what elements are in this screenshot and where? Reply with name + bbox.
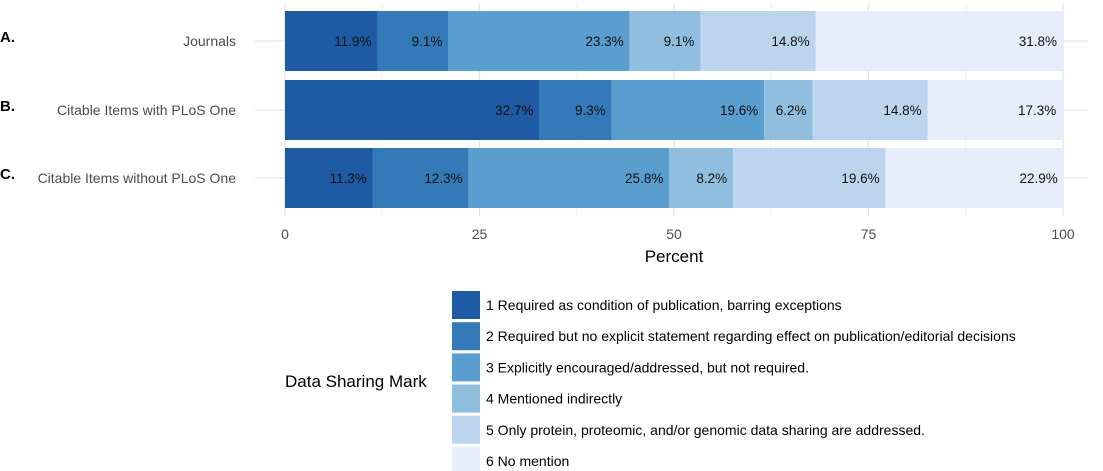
- data-label: 9.1%: [412, 34, 443, 49]
- x-tick-label: 50: [666, 226, 682, 242]
- category-labels: Journals A. Citable Items with PLoS One B. C…: [0, 29, 236, 186]
- x-tick-label: 25: [472, 226, 488, 242]
- data-label: 23.3%: [585, 34, 623, 49]
- category-label: Citable Items without PLoS One: [38, 170, 237, 186]
- legend-swatch: [452, 415, 480, 444]
- bar-segments: 11.9% 9.1% 23.3% 9.1% 14.8% 31.8% 32.7% 9.3% 19.…: [285, 11, 1064, 208]
- x-axis-title: Percent: [645, 247, 704, 266]
- legend-swatch: [452, 384, 480, 413]
- data-label: 25.8%: [625, 171, 663, 186]
- x-tick-label: 75: [861, 226, 877, 242]
- bar-segment: [815, 11, 1063, 71]
- legend-swatch: [452, 353, 480, 382]
- panel-letter: B.: [0, 98, 15, 115]
- legend-swatch: [452, 291, 480, 319]
- legend-item-label: 2 Required but no explicit statement reg…: [486, 328, 1016, 344]
- bar-segment: [285, 11, 378, 71]
- legend-item-label: 5 Only protein, proteomic, and/or genomi…: [486, 422, 925, 438]
- data-label: 11.3%: [330, 171, 367, 186]
- bar-segment: [927, 80, 1063, 140]
- x-tick-label: 0: [281, 226, 289, 242]
- data-label: 6.2%: [776, 103, 807, 118]
- bar-segment: [611, 80, 765, 140]
- legend-item-label: 1 Required as condition of publication, …: [486, 297, 842, 313]
- data-label: 12.3%: [424, 171, 462, 186]
- bar-segment: [629, 11, 701, 71]
- bar-segment: [764, 80, 813, 140]
- x-tick-label: 100: [1051, 226, 1075, 242]
- bar-segment: [285, 148, 373, 208]
- bar-segment: [812, 80, 928, 140]
- category-label: Journals: [183, 33, 236, 49]
- legend: 1 Required as condition of publication, …: [452, 291, 1016, 471]
- data-label: 19.6%: [720, 103, 758, 118]
- bar-segment: [733, 148, 886, 208]
- bar-segment: [468, 148, 670, 208]
- data-label: 9.3%: [575, 103, 606, 118]
- data-label: 14.8%: [883, 103, 921, 118]
- category-label: Citable Items with PLoS One: [57, 102, 236, 118]
- legend-swatch: [452, 447, 480, 471]
- legend-item-label: 6 No mention: [486, 453, 569, 469]
- legend-item-label: 3 Explicitly encouraged/addressed, but n…: [486, 359, 809, 375]
- bar-segment: [372, 148, 469, 208]
- bar-segment: [700, 11, 816, 71]
- data-label: 22.9%: [1019, 171, 1057, 186]
- bar-segment: [448, 11, 630, 71]
- bar-segment: [885, 148, 1064, 208]
- panel-letter: A.: [0, 29, 15, 46]
- data-label: 31.8%: [1019, 34, 1057, 49]
- data-label: 14.8%: [771, 34, 809, 49]
- data-label: 9.1%: [664, 34, 695, 49]
- legend-swatch: [452, 322, 480, 351]
- data-label: 8.2%: [696, 171, 727, 186]
- bar-segment: [669, 148, 734, 208]
- panel-letter: C.: [0, 166, 15, 183]
- bar-segment: [285, 80, 540, 140]
- legend-title: Data Sharing Mark: [285, 372, 427, 391]
- data-label: 11.9%: [334, 34, 371, 49]
- bar-segment: [377, 11, 449, 71]
- data-label: 32.7%: [495, 103, 533, 118]
- bar-segment: [539, 80, 612, 140]
- data-label: 19.6%: [841, 171, 879, 186]
- data-label: 17.3%: [1018, 103, 1056, 118]
- x-axis-ticks: 0 25 50 75 100: [281, 226, 1075, 242]
- legend-item-label: 4 Mentioned indirectly: [486, 391, 622, 407]
